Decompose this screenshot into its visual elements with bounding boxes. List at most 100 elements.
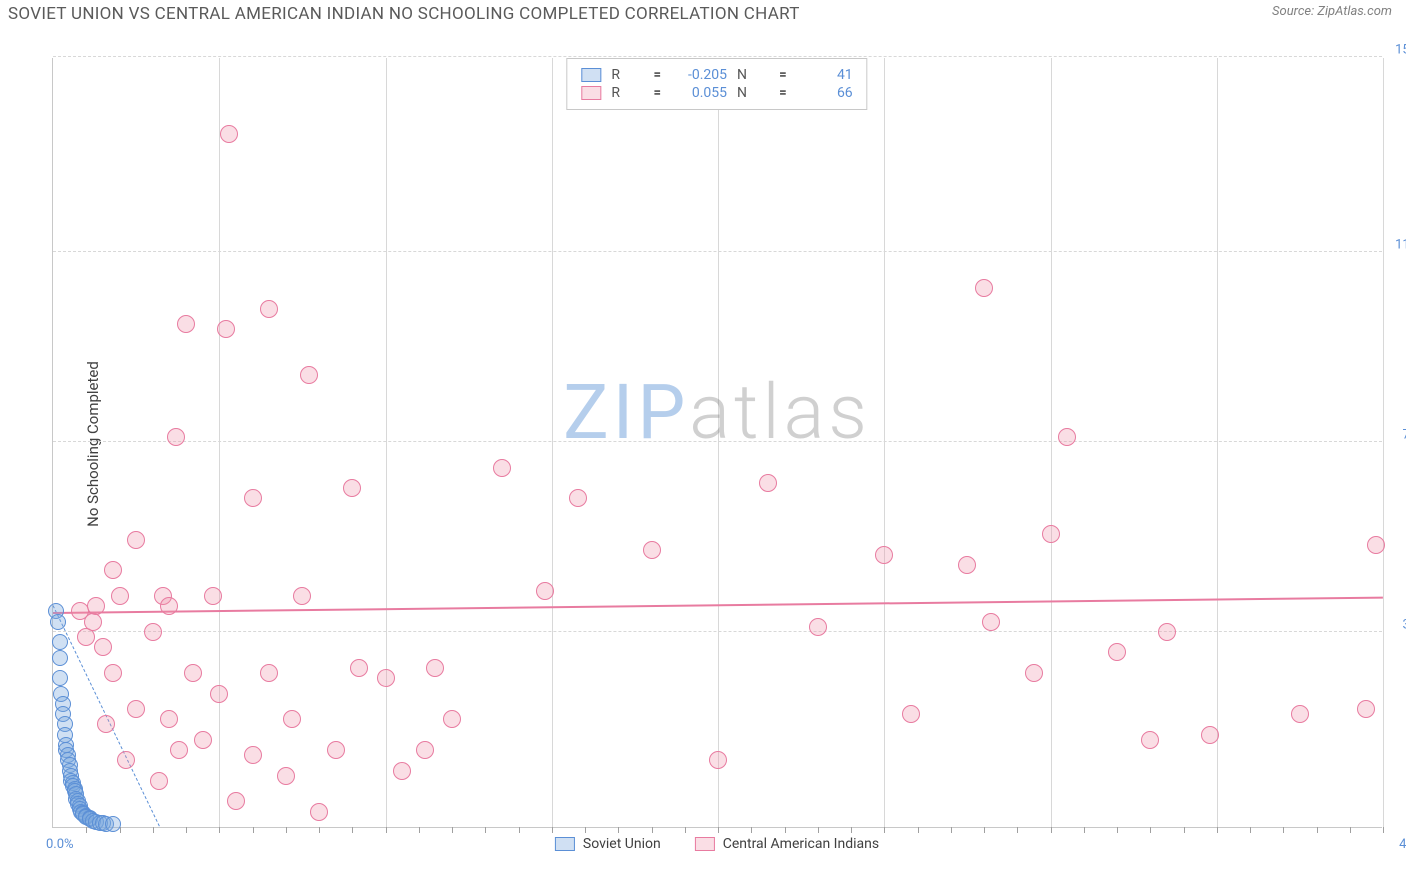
data-point-b: [1141, 731, 1159, 749]
x-tick: [685, 827, 686, 833]
gridline-v: [1217, 58, 1218, 827]
data-point-b: [416, 741, 434, 759]
legend-entry-a: Soviet Union: [555, 836, 661, 852]
chart-title: SOVIET UNION VS CENTRAL AMERICAN INDIAN …: [8, 4, 800, 24]
data-point-b: [1108, 643, 1126, 661]
x-tick: [319, 827, 320, 833]
x-tick: [1283, 827, 1284, 833]
y-tick-label: 3.8%: [1402, 617, 1406, 632]
gridline-v: [884, 58, 885, 827]
r-value-b: 0.055: [671, 85, 727, 101]
data-point-b: [1201, 726, 1219, 744]
x-tick: [884, 827, 885, 833]
data-point-a: [50, 614, 66, 630]
data-point-a: [52, 670, 68, 686]
x-tick: [652, 827, 653, 833]
swatch-a-icon: [555, 837, 575, 851]
data-point-b: [144, 623, 162, 641]
x-tick: [951, 827, 952, 833]
x-tick: [1150, 827, 1151, 833]
data-point-a: [52, 634, 68, 650]
chart-header: SOVIET UNION VS CENTRAL AMERICAN INDIAN …: [0, 0, 1406, 24]
x-tick: [984, 827, 985, 833]
x-tick: [153, 827, 154, 833]
data-point-b: [184, 664, 202, 682]
x-tick: [386, 827, 387, 833]
data-point-b: [194, 731, 212, 749]
y-tick-label: 7.5%: [1402, 428, 1406, 443]
legend-row-series-a: R = -0.205 N = 41: [581, 67, 852, 83]
data-point-b: [220, 125, 238, 143]
data-point-b: [77, 628, 95, 646]
data-point-b: [1058, 428, 1076, 446]
gridline-v: [219, 58, 220, 827]
x-tick: [1383, 827, 1384, 833]
x-tick: [286, 827, 287, 833]
data-point-b: [809, 618, 827, 636]
data-point-b: [709, 751, 727, 769]
data-point-b: [87, 597, 105, 615]
x-tick: [785, 827, 786, 833]
x-tick: [519, 827, 520, 833]
data-point-b: [277, 767, 295, 785]
gridline-v: [1051, 58, 1052, 827]
data-point-b: [204, 587, 222, 605]
chart-container: No Schooling Completed R = -0.205 N = 41…: [16, 34, 1398, 854]
x-tick: [585, 827, 586, 833]
gridline-v: [386, 58, 387, 827]
x-tick: [86, 827, 87, 833]
data-point-b: [244, 489, 262, 507]
source-attribution: Source: ZipAtlas.com: [1272, 4, 1398, 19]
data-point-b: [210, 685, 228, 703]
data-point-b: [982, 613, 1000, 631]
data-point-b: [293, 587, 311, 605]
plot-area: [52, 58, 1382, 828]
data-point-b: [167, 428, 185, 446]
data-point-b: [150, 772, 168, 790]
x-tick: [1217, 827, 1218, 833]
y-tick-label: 11.2%: [1395, 238, 1406, 253]
data-point-b: [244, 746, 262, 764]
x-tick: [1184, 827, 1185, 833]
series-legend: Soviet Union Central American Indians: [555, 836, 879, 852]
data-point-b: [493, 459, 511, 477]
data-point-b: [94, 638, 112, 656]
data-point-b: [377, 669, 395, 687]
x-tick: [1084, 827, 1085, 833]
data-point-b: [902, 705, 920, 723]
data-point-b: [1291, 705, 1309, 723]
data-point-b: [170, 741, 188, 759]
x-tick: [352, 827, 353, 833]
n-value-a: 41: [797, 67, 853, 83]
data-point-a: [105, 816, 121, 832]
data-point-b: [227, 792, 245, 810]
data-point-b: [104, 561, 122, 579]
x-axis-max-label: 40.0%: [1399, 837, 1406, 852]
data-point-b: [958, 556, 976, 574]
data-point-b: [343, 479, 361, 497]
data-point-b: [160, 710, 178, 728]
legend-entry-b: Central American Indians: [695, 836, 879, 852]
x-tick: [1317, 827, 1318, 833]
data-point-b: [426, 659, 444, 677]
data-point-b: [327, 741, 345, 759]
data-point-a: [52, 650, 68, 666]
y-tick-label: 15.0%: [1395, 43, 1406, 58]
x-tick: [253, 827, 254, 833]
data-point-b: [350, 659, 368, 677]
x-tick: [718, 827, 719, 833]
x-tick: [552, 827, 553, 833]
data-point-b: [1367, 536, 1385, 554]
x-tick: [1250, 827, 1251, 833]
data-point-b: [1357, 700, 1375, 718]
swatch-b-icon: [695, 837, 715, 851]
data-point-b: [84, 613, 102, 631]
scatter-plot: R = -0.205 N = 41 R = 0.055 N = 66 ZIPat…: [52, 58, 1382, 828]
data-point-b: [260, 300, 278, 318]
data-point-b: [875, 546, 893, 564]
data-point-b: [111, 587, 129, 605]
x-tick: [219, 827, 220, 833]
x-tick: [1350, 827, 1351, 833]
data-point-b: [643, 541, 661, 559]
data-point-b: [97, 715, 115, 733]
